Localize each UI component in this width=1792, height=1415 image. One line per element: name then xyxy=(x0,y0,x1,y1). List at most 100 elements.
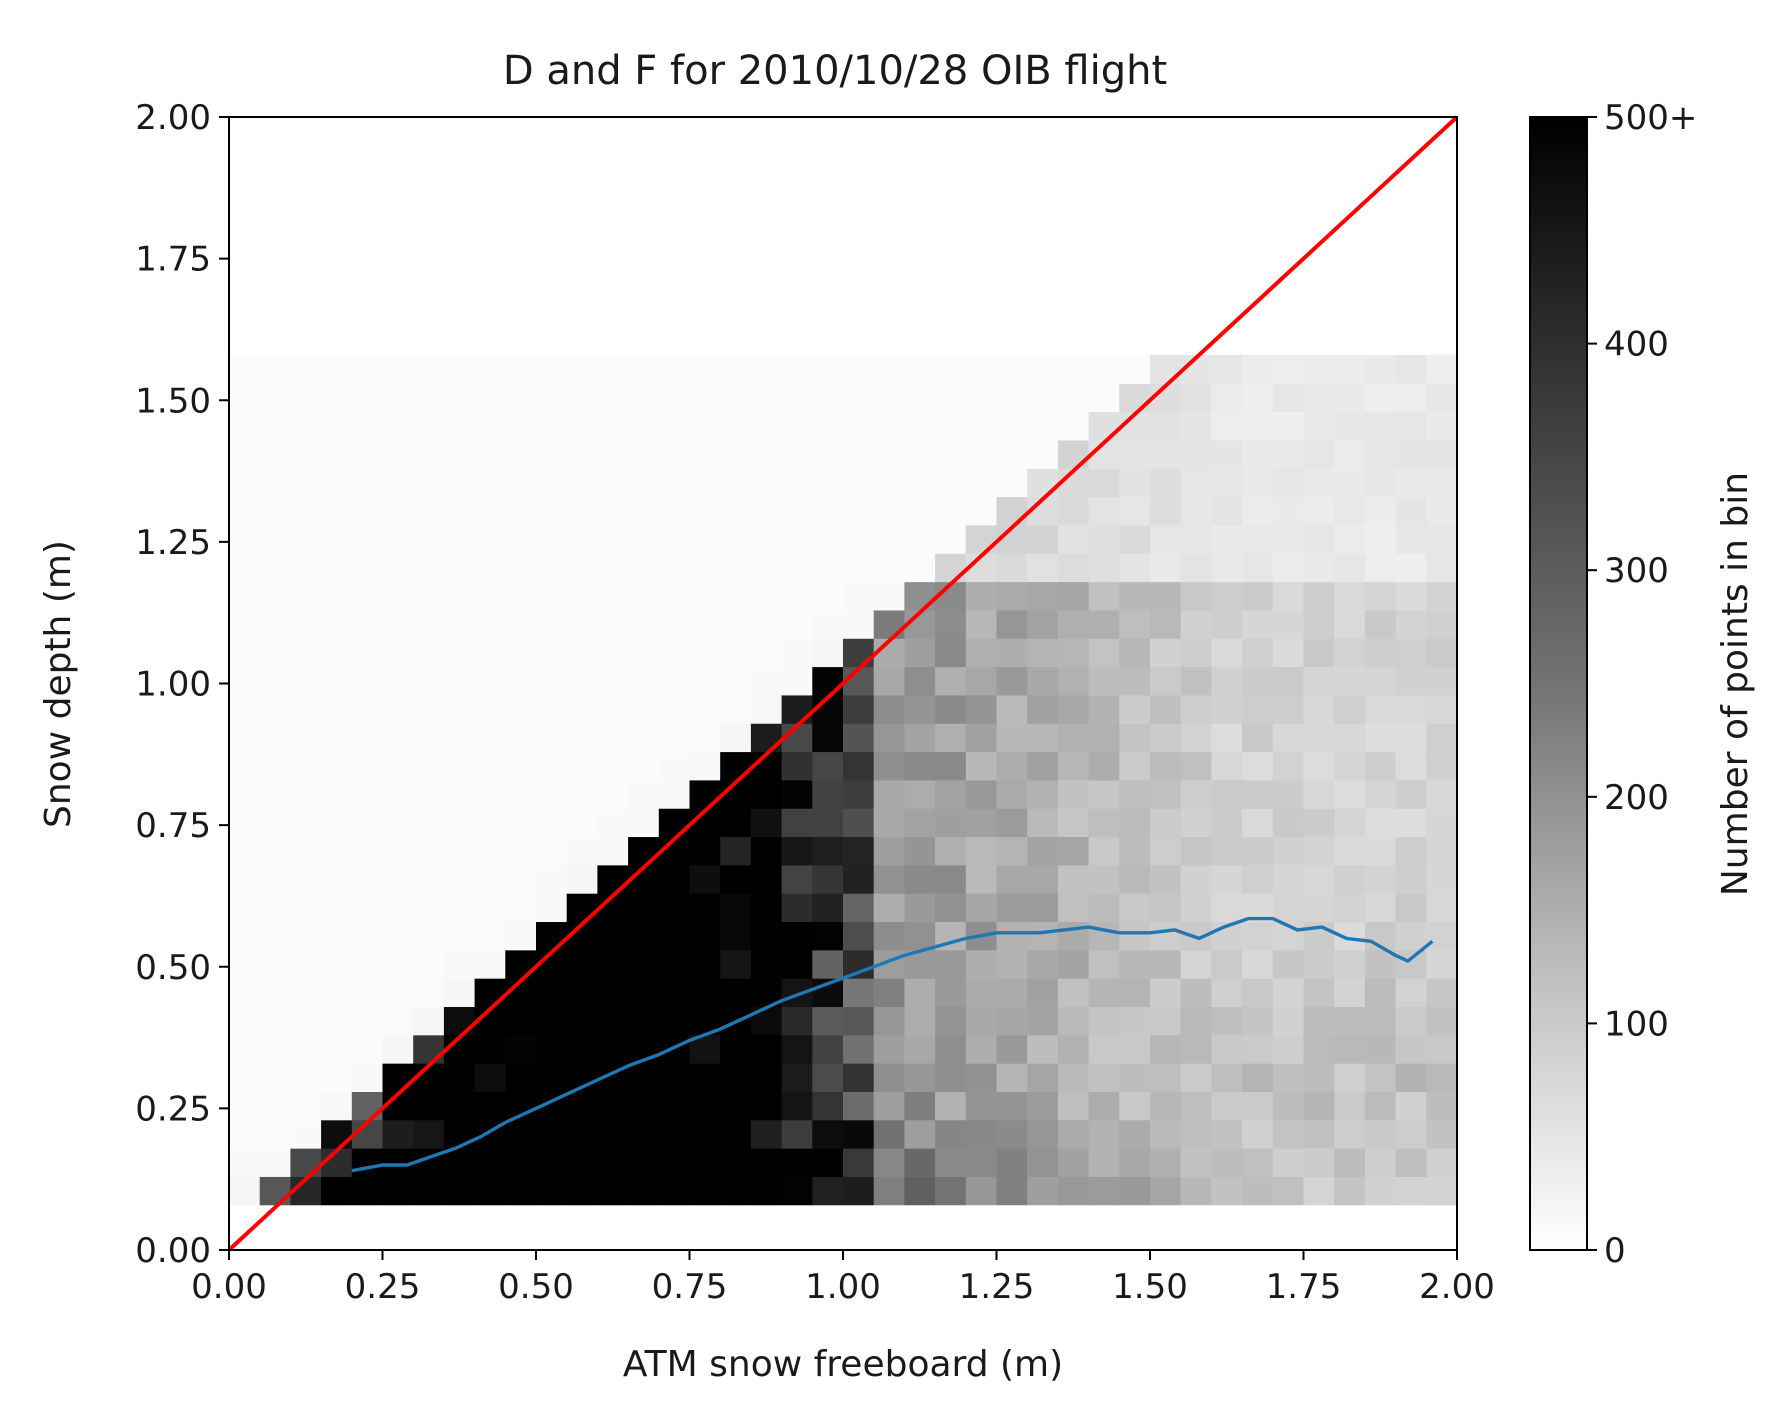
heatmap-bin xyxy=(965,751,998,781)
heatmap-bin xyxy=(628,751,660,781)
heatmap-bin xyxy=(1180,411,1212,441)
heatmap-bin xyxy=(474,1063,506,1092)
heatmap-bin xyxy=(689,638,721,668)
heatmap-bin xyxy=(1150,1006,1182,1036)
heatmap-bin xyxy=(1119,978,1151,1008)
heatmap-bin xyxy=(1027,836,1059,866)
heatmap-bin xyxy=(1334,893,1366,923)
heatmap-bin xyxy=(566,553,598,583)
heatmap-bin xyxy=(843,581,875,611)
heatmap-bin xyxy=(321,921,353,951)
heatmap-bin xyxy=(720,694,752,724)
heatmap-bin xyxy=(1088,1091,1120,1121)
heatmap-bin xyxy=(443,694,476,724)
heatmap-bin xyxy=(351,1091,384,1121)
heatmap-bin xyxy=(259,949,291,979)
heatmap-bin xyxy=(1242,496,1274,526)
heatmap-bin xyxy=(720,751,752,781)
heatmap-bin xyxy=(290,666,322,696)
heatmap-bin xyxy=(873,779,905,809)
heatmap-bin xyxy=(1303,949,1335,979)
heatmap-bin xyxy=(1395,1006,1427,1036)
heatmap-bin xyxy=(1303,354,1335,384)
heatmap-bin xyxy=(536,723,568,753)
heatmap-bin xyxy=(781,468,813,498)
heatmap-bin xyxy=(443,1063,476,1092)
heatmap-bin xyxy=(474,864,506,894)
heatmap-bin xyxy=(628,1148,660,1177)
heatmap-bin xyxy=(658,1063,691,1092)
heatmap-bin xyxy=(1211,609,1243,639)
heatmap-bin xyxy=(321,751,353,781)
heatmap-bin xyxy=(873,1119,905,1149)
heatmap-bin xyxy=(351,468,384,498)
heatmap-bin xyxy=(1027,354,1059,384)
heatmap-bin xyxy=(1119,1148,1151,1177)
heatmap-bin xyxy=(382,468,414,498)
heatmap-bin xyxy=(965,864,998,894)
heatmap-bin xyxy=(1150,836,1182,866)
heatmap-bin xyxy=(812,949,844,979)
heatmap-bin xyxy=(1334,949,1366,979)
heatmap-bin xyxy=(1027,1063,1059,1092)
heatmap-bin xyxy=(1364,439,1397,469)
heatmap-bin xyxy=(505,1006,537,1036)
heatmap-bin xyxy=(628,383,660,413)
heatmap-bin xyxy=(1395,439,1427,469)
heatmap-bin xyxy=(413,524,445,554)
heatmap-bin xyxy=(843,893,875,923)
heatmap-bin xyxy=(597,638,629,668)
heatmap-bin xyxy=(781,1119,813,1149)
heatmap-bin xyxy=(689,779,721,809)
heatmap-bin xyxy=(536,921,568,951)
heatmap-bin xyxy=(1119,439,1151,469)
heatmap-bin xyxy=(935,383,967,413)
heatmap-bin xyxy=(474,581,506,611)
heatmap-bin xyxy=(597,383,629,413)
heatmap-bin xyxy=(229,1006,261,1036)
heatmap-bin xyxy=(843,864,875,894)
heatmap-bin xyxy=(1242,751,1274,781)
heatmap-bin xyxy=(1088,1176,1120,1206)
heatmap-bin xyxy=(935,949,967,979)
heatmap-bin xyxy=(1364,581,1397,611)
heatmap-bin xyxy=(843,496,875,526)
heatmap-bin xyxy=(628,524,660,554)
heatmap-bin xyxy=(566,978,598,1008)
heatmap-bin xyxy=(1364,893,1397,923)
heatmap-bin xyxy=(382,609,414,639)
heatmap-bin xyxy=(689,949,721,979)
heatmap-bin xyxy=(536,751,568,781)
heatmap-bin xyxy=(321,354,353,384)
heatmap-bin xyxy=(1334,581,1366,611)
heatmap-bin xyxy=(1211,1034,1243,1064)
heatmap-bin xyxy=(566,1006,598,1036)
heatmap-bin xyxy=(1395,354,1427,384)
heatmap-bin xyxy=(1242,524,1274,554)
heatmap-bin xyxy=(1272,1006,1305,1036)
heatmap-bin xyxy=(1057,723,1090,753)
heatmap-bin xyxy=(1150,949,1182,979)
heatmap-bin xyxy=(1027,921,1059,951)
heatmap-bin xyxy=(658,1119,691,1149)
heatmap-bin xyxy=(382,496,414,526)
heatmap-bin xyxy=(1057,1176,1090,1206)
heatmap-bin xyxy=(1119,496,1151,526)
heatmap-bin xyxy=(628,808,660,838)
heatmap-bin xyxy=(505,1063,537,1092)
heatmap-bin xyxy=(689,468,721,498)
heatmap-bin xyxy=(965,1119,998,1149)
heatmap-bin xyxy=(996,666,1028,696)
y-tick-label: 2.00 xyxy=(135,98,211,138)
heatmap-bin xyxy=(689,893,721,923)
heatmap-bin xyxy=(443,1091,476,1121)
heatmap-bin xyxy=(474,921,506,951)
heatmap-bin xyxy=(413,411,445,441)
heatmap-bin xyxy=(1395,666,1427,696)
heatmap-bin xyxy=(1088,921,1120,951)
heatmap-bin xyxy=(1119,666,1151,696)
heatmap-bin xyxy=(566,581,598,611)
heatmap-bin xyxy=(904,1119,936,1149)
heatmap-bin xyxy=(843,383,875,413)
heatmap-bin xyxy=(1119,864,1151,894)
